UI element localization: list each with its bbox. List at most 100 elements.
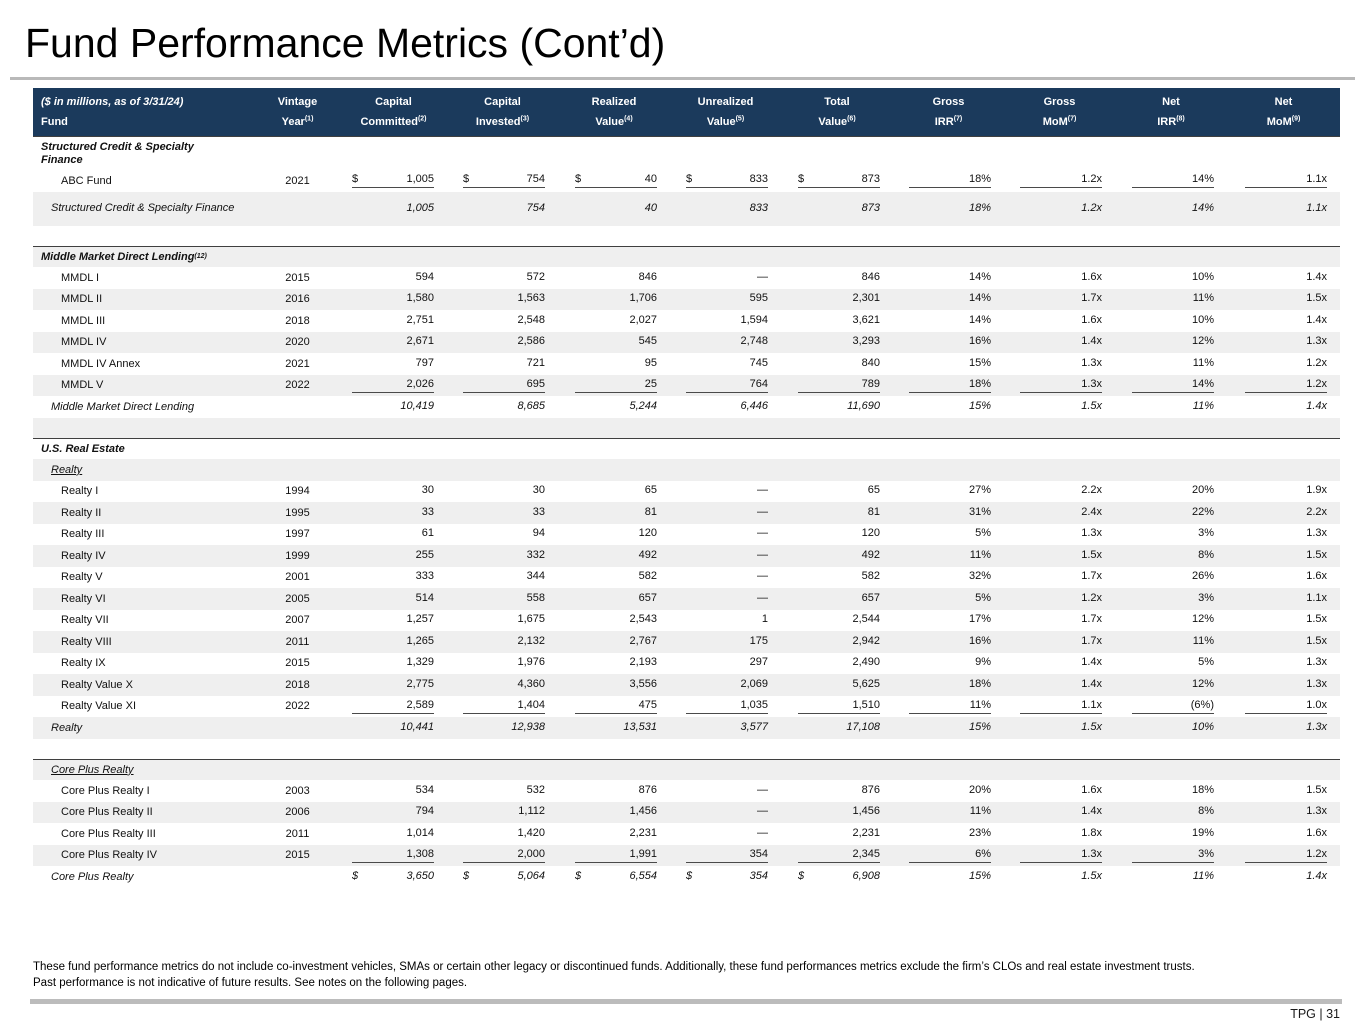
value-cell: 1.4x [1306, 270, 1327, 283]
value-cell: 1.9x [1306, 484, 1327, 497]
fund-row: Realty VI 2005 514 558 657 — 657 5% 1.2x 3% 1.1x [33, 588, 1340, 610]
vintage-year-cell [255, 396, 340, 418]
vintage-year-cell [255, 717, 340, 739]
value-cell: 12% [1191, 335, 1214, 348]
vintage-year-cell: 2007 [285, 614, 310, 627]
dollar-sign: $ [686, 869, 693, 882]
column-header-year: Vintage Year(1) [277, 96, 318, 128]
value-cell: 1.5x [1081, 548, 1102, 561]
table-header-row: ($ in millions, as of 3/31/24) Fund Vint… [33, 88, 1340, 136]
value-cell: 789 [781, 375, 893, 397]
value-cell: 2,767 [629, 634, 657, 647]
value-cell: 95 [644, 356, 657, 369]
value-cell: 1,420 [517, 826, 545, 839]
value-cell: 1.3x [1081, 356, 1102, 369]
column-header-irr: Net IRR(8) [1157, 96, 1185, 128]
fund-row: MMDL II 2016 1,580 1,563 1,706 595 2,301 14% 1.7… [33, 288, 1340, 310]
value-cell: 1.0x [1227, 696, 1340, 718]
value-cell: 15% [968, 356, 991, 369]
fund-performance-table: ($ in millions, as of 3/31/24) Fund Vint… [33, 88, 1340, 888]
subsection-row: Realty [33, 459, 1340, 481]
value-cell: 18% [968, 201, 991, 214]
fund-row: Realty Value X 2018 2,775 4,360 3,556 2,069 5,… [33, 674, 1340, 696]
value-cell: 2,132 [517, 634, 545, 647]
value-cell: 94 [532, 527, 545, 540]
value-cell: 30 [421, 484, 434, 497]
value-cell: 1.3x [1004, 375, 1115, 397]
value-cell: 175 [749, 634, 768, 647]
fund-row: MMDL III 2018 2,751 2,548 2,027 1,594 3,621 14%… [33, 310, 1340, 332]
value-cell: 1,005 [406, 201, 434, 214]
value-cell: 1.5x [1306, 783, 1327, 796]
value-cell: 3% [1198, 527, 1214, 540]
row-label: MMDL IV Annex [61, 357, 141, 370]
dollar-sign: $ [575, 869, 582, 882]
value-cell: 18% [893, 375, 1004, 397]
row-label: Middle Market Direct Lending (12) [41, 250, 207, 263]
column-header-value: Unrealized Value(5) [697, 96, 754, 128]
dollar-sign: $ [686, 173, 693, 186]
value-cell: 1,580 [406, 292, 434, 305]
vintage-year-cell: 1994 [285, 485, 310, 498]
row-label: Realty VI [61, 592, 106, 605]
row-label: Structured Credit & Specialty Finance [51, 202, 235, 214]
total-row: Structured Credit & Specialty Finance 1,0… [33, 191, 1340, 226]
column-header-mom: Gross MoM(7) [1042, 96, 1077, 128]
subsection-row: Core Plus Realty [33, 758, 1340, 780]
value-cell: 2.2x [1081, 484, 1102, 497]
value-cell: 876 [638, 783, 657, 796]
value-cell: $5,064 [463, 869, 545, 882]
value-cell: — [757, 527, 768, 540]
vintage-year-cell: 2001 [285, 571, 310, 584]
value-cell: $3,650 [352, 869, 434, 882]
value-cell: 797 [415, 356, 434, 369]
value-cell: 2,193 [629, 656, 657, 669]
row-label: U.S. Real Estate [41, 442, 125, 455]
vintage-year-cell: 2018 [285, 678, 310, 691]
value-cell: 1.3x [1081, 527, 1102, 540]
total-row: Core Plus Realty $3,650 $5,064 $6,554 $354 $6… [33, 866, 1340, 888]
value-cell: — [757, 484, 768, 497]
value-cell: $873 [781, 170, 893, 192]
value-cell: 13,531 [623, 720, 657, 733]
value-cell: 1.1x [1227, 170, 1340, 192]
vintage-year-cell: 2022 [285, 379, 310, 392]
column-header-value: Realized Value(4) [591, 96, 637, 128]
vintage-year-cell: 2011 [285, 827, 310, 840]
value-cell: 12% [1191, 613, 1214, 626]
spacer-row [33, 739, 1340, 759]
dollar-sign: $ [798, 173, 805, 186]
row-label: Realty III [61, 528, 105, 541]
value-cell: $40 [558, 170, 670, 192]
value-cell: 10,441 [400, 720, 434, 733]
value-cell: 26% [1191, 570, 1214, 583]
value-cell: 3,293 [852, 335, 880, 348]
value-cell: 1.7x [1081, 634, 1102, 647]
value-cell: 1.4x [1306, 313, 1327, 326]
vintage-year-cell: 2021 [285, 357, 310, 370]
value-cell: 1.2x [1081, 201, 1102, 214]
value-cell: 9% [975, 656, 991, 669]
vintage-year-cell: 1995 [285, 506, 310, 519]
dollar-sign: $ [463, 173, 470, 186]
value-cell: 1 [761, 613, 768, 626]
section-row: Structured Credit & Specialty Finance [33, 136, 1340, 170]
value-cell: 120 [861, 527, 880, 540]
fund-row: Realty IX 2015 1,329 1,976 2,193 297 2,490 9% 1.… [33, 653, 1340, 675]
value-cell: (6%) [1115, 696, 1227, 718]
value-cell: 2,671 [406, 335, 434, 348]
vintage-year-cell: 2022 [285, 700, 310, 713]
row-label: ABC Fund [61, 174, 112, 187]
value-cell: 2,345 [781, 845, 893, 867]
value-cell: 2,069 [740, 677, 768, 690]
value-cell: 16% [968, 335, 991, 348]
value-cell: 846 [638, 270, 657, 283]
value-cell: 1.1x [1306, 591, 1327, 604]
value-cell: 2,000 [447, 845, 558, 867]
value-cell: 81 [867, 505, 880, 518]
value-cell: 1.2x [1227, 845, 1340, 867]
value-cell: 12% [1191, 677, 1214, 690]
page-number: TPG | 31 [1290, 1007, 1340, 1021]
value-cell: 1.6x [1081, 313, 1102, 326]
fund-row: Realty IV 1999 255 332 492 — 492 11% 1.5x 8% 1.5x [33, 545, 1340, 567]
